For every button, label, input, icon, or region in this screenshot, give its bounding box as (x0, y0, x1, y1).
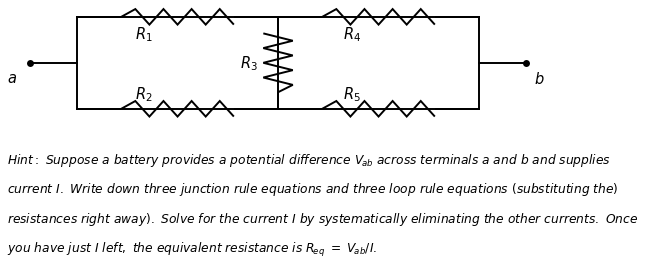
Text: $\it{resistances\ right\ away).\ Solve\ for\ the\ current\ I\ by\ systematically: $\it{resistances\ right\ away).\ Solve\ … (7, 211, 638, 228)
Text: $\it{current\ I.\ Write\ down\ three\ junction\ rule\ equations\ and\ three\ loo: $\it{current\ I.\ Write\ down\ three\ ju… (7, 181, 618, 198)
Text: $\it{you\ have\ just\ I\ left,\ the\ equivalent\ resistance\ is}\ R_{\!\mathit{e: $\it{you\ have\ just\ I\ left,\ the\ equ… (7, 241, 377, 259)
Text: $R_2$: $R_2$ (135, 85, 153, 104)
Text: $R_5$: $R_5$ (343, 85, 360, 104)
Text: $a$: $a$ (7, 72, 17, 86)
Text: $R_1$: $R_1$ (135, 26, 153, 44)
Text: $R_4$: $R_4$ (343, 26, 360, 44)
Text: $\it{Hint{:}\ Suppose\ a\ battery\ provides\ a\ potential\ difference}\ V_{\!ab}: $\it{Hint{:}\ Suppose\ a\ battery\ provi… (7, 152, 610, 169)
Text: $R_3$: $R_3$ (240, 54, 258, 73)
Text: $b$: $b$ (534, 71, 545, 87)
